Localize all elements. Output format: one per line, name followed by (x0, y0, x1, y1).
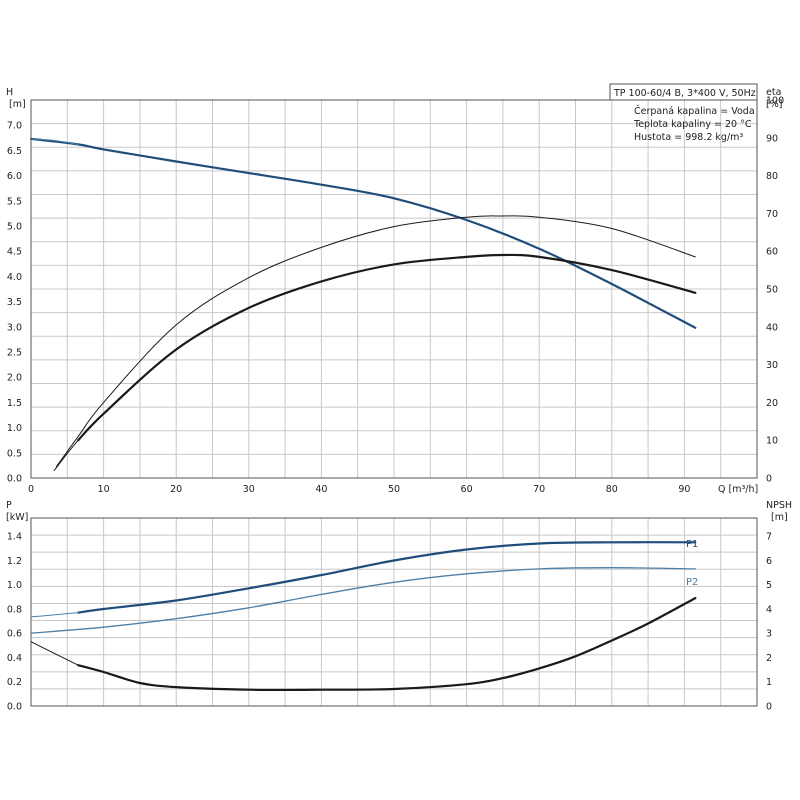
bottom-plot-frame (30, 517, 758, 707)
flow-axis-label: Q [m³/h] (718, 484, 758, 495)
bottom-y2-tick-labels: 0 1 2 3 4 5 6 7 (766, 532, 772, 713)
y2-tick-label: 0 (766, 702, 772, 713)
x-tick-label: 90 (678, 484, 690, 495)
y-tick-label: 3.0 (7, 322, 22, 333)
y2-tick-label: 0 (766, 474, 772, 485)
y2-tick-label: 50 (766, 285, 778, 296)
y2-tick-label: 6 (766, 556, 772, 567)
info-title-box (609, 83, 758, 101)
y2-tick-label: 5 (766, 580, 772, 591)
eta-pump-series-line (55, 215, 696, 468)
x-tick-label: 30 (243, 484, 255, 495)
top-y-tick-labels: 0.0 0.5 1.0 1.5 2.0 2.5 3.0 3.5 4.0 4.5 5.0 5.5 6.0 6… (7, 121, 22, 485)
y-tick-label: 1.5 (7, 398, 22, 409)
y2-tick-label: 1 (766, 677, 772, 688)
x-tick-label: 60 (461, 484, 473, 495)
info-box: TP 100-60/4 B, 3*400 V, 50Hz Čerpaná kap… (609, 83, 758, 143)
top-series-group (29, 137, 697, 471)
y2-tick-label: 3 (766, 629, 772, 640)
series-label-p1: P1 (686, 539, 698, 550)
y-tick-label: 0.4 (7, 653, 22, 664)
y2-tick-label: 80 (766, 171, 778, 182)
y2-tick-label: 20 (766, 398, 778, 409)
top-plot-frame (30, 99, 758, 479)
eta-axis-label: eta (766, 87, 781, 98)
curve-series-line (30, 612, 79, 618)
y-tick-label: 0.5 (7, 448, 22, 459)
npsh-axis-unit: [m] (771, 512, 788, 523)
y-tick-label: 6.0 (7, 171, 22, 182)
eta-total-series-line (77, 253, 697, 442)
x-tick-labels: 0 10 20 30 40 50 60 70 80 90 (28, 484, 690, 495)
head-extension-series-line (30, 138, 79, 145)
head-axis-unit: [m] (9, 99, 26, 110)
x-tick-label: 70 (533, 484, 545, 495)
head-series-line (29, 137, 697, 329)
y2-tick-label: 60 (766, 247, 778, 258)
series-label-p2: P2 (686, 577, 698, 588)
curve-series-line (30, 641, 79, 666)
info-line-temperature: Teplota kapaliny = 20 °C (633, 119, 752, 130)
y2-tick-label: 2 (766, 653, 772, 664)
info-line-density: Hustota = 998.2 kg/m³ (634, 132, 743, 143)
top-y2-tick-labels: 0 10 20 30 40 50 60 70 80 90 100 (766, 96, 784, 485)
info-title: TP 100-60/4 B, 3*400 V, 50Hz (613, 88, 756, 99)
bottom-y-tick-labels: 0.0 0.2 0.4 0.6 0.8 1.0 1.2 1.4 (7, 532, 22, 713)
y-tick-label: 1.0 (7, 423, 22, 434)
y-tick-label: 0.6 (7, 629, 22, 640)
eta-axis-unit: [%] (766, 99, 782, 110)
power-axis-label: P (6, 500, 12, 511)
y-tick-label: 6.5 (7, 146, 22, 157)
y-tick-label: 1.4 (7, 532, 22, 543)
y-tick-label: 0.8 (7, 604, 22, 615)
y2-tick-label: 30 (766, 360, 778, 371)
y2-tick-label: 100 (766, 96, 784, 107)
x-tick-label: 0 (28, 484, 34, 495)
y2-tick-label: 40 (766, 322, 778, 333)
curve-series-line (77, 597, 697, 692)
x-tick-label: 40 (315, 484, 327, 495)
x-tick-label: 80 (606, 484, 618, 495)
info-line-liquid: Čerpaná kapalina = Voda (634, 105, 755, 117)
y2-tick-label: 70 (766, 209, 778, 220)
x-tick-label: 50 (388, 484, 400, 495)
y2-tick-label: 4 (766, 604, 772, 615)
bottom-grid (31, 518, 757, 706)
power-npsh-chart: 0.0 0.2 0.4 0.6 0.8 1.0 1.2 1.4 0 1 2 3 4 5 6 7 P [kW]… (6, 500, 792, 713)
p1-series-line (77, 541, 697, 614)
top-grid (31, 100, 757, 478)
power-axis-unit: [kW] (6, 512, 28, 523)
y2-tick-label: 10 (766, 436, 778, 447)
y-tick-label: 5.0 (7, 222, 22, 233)
npsh-axis-label: NPSH (766, 500, 792, 511)
p2-series-line (30, 567, 696, 634)
y-tick-label: 0.0 (7, 702, 22, 713)
y2-tick-label: 7 (766, 532, 772, 543)
y-tick-label: 7.0 (7, 121, 22, 132)
y-tick-label: 4.0 (7, 272, 22, 283)
x-tick-label: 20 (170, 484, 182, 495)
y-tick-label: 2.0 (7, 373, 22, 384)
y-tick-label: 2.5 (7, 348, 22, 359)
y-tick-label: 0.2 (7, 677, 22, 688)
y-tick-label: 0.0 (7, 474, 22, 485)
y-tick-label: 1.0 (7, 580, 22, 591)
y-tick-label: 4.5 (7, 247, 22, 258)
head-efficiency-chart: 0.0 0.5 1.0 1.5 2.0 2.5 3.0 3.5 4.0 4.5 5.0 5.5 6.0 6… (6, 83, 784, 495)
y2-tick-label: 90 (766, 133, 778, 144)
eta-total-extension-series-line (53, 439, 79, 471)
bottom-series-group (30, 541, 697, 692)
head-axis-label: H (6, 87, 13, 98)
y-tick-label: 5.5 (7, 196, 22, 207)
x-tick-label: 10 (98, 484, 110, 495)
y-tick-label: 3.5 (7, 297, 22, 308)
y-tick-label: 1.2 (7, 556, 22, 567)
